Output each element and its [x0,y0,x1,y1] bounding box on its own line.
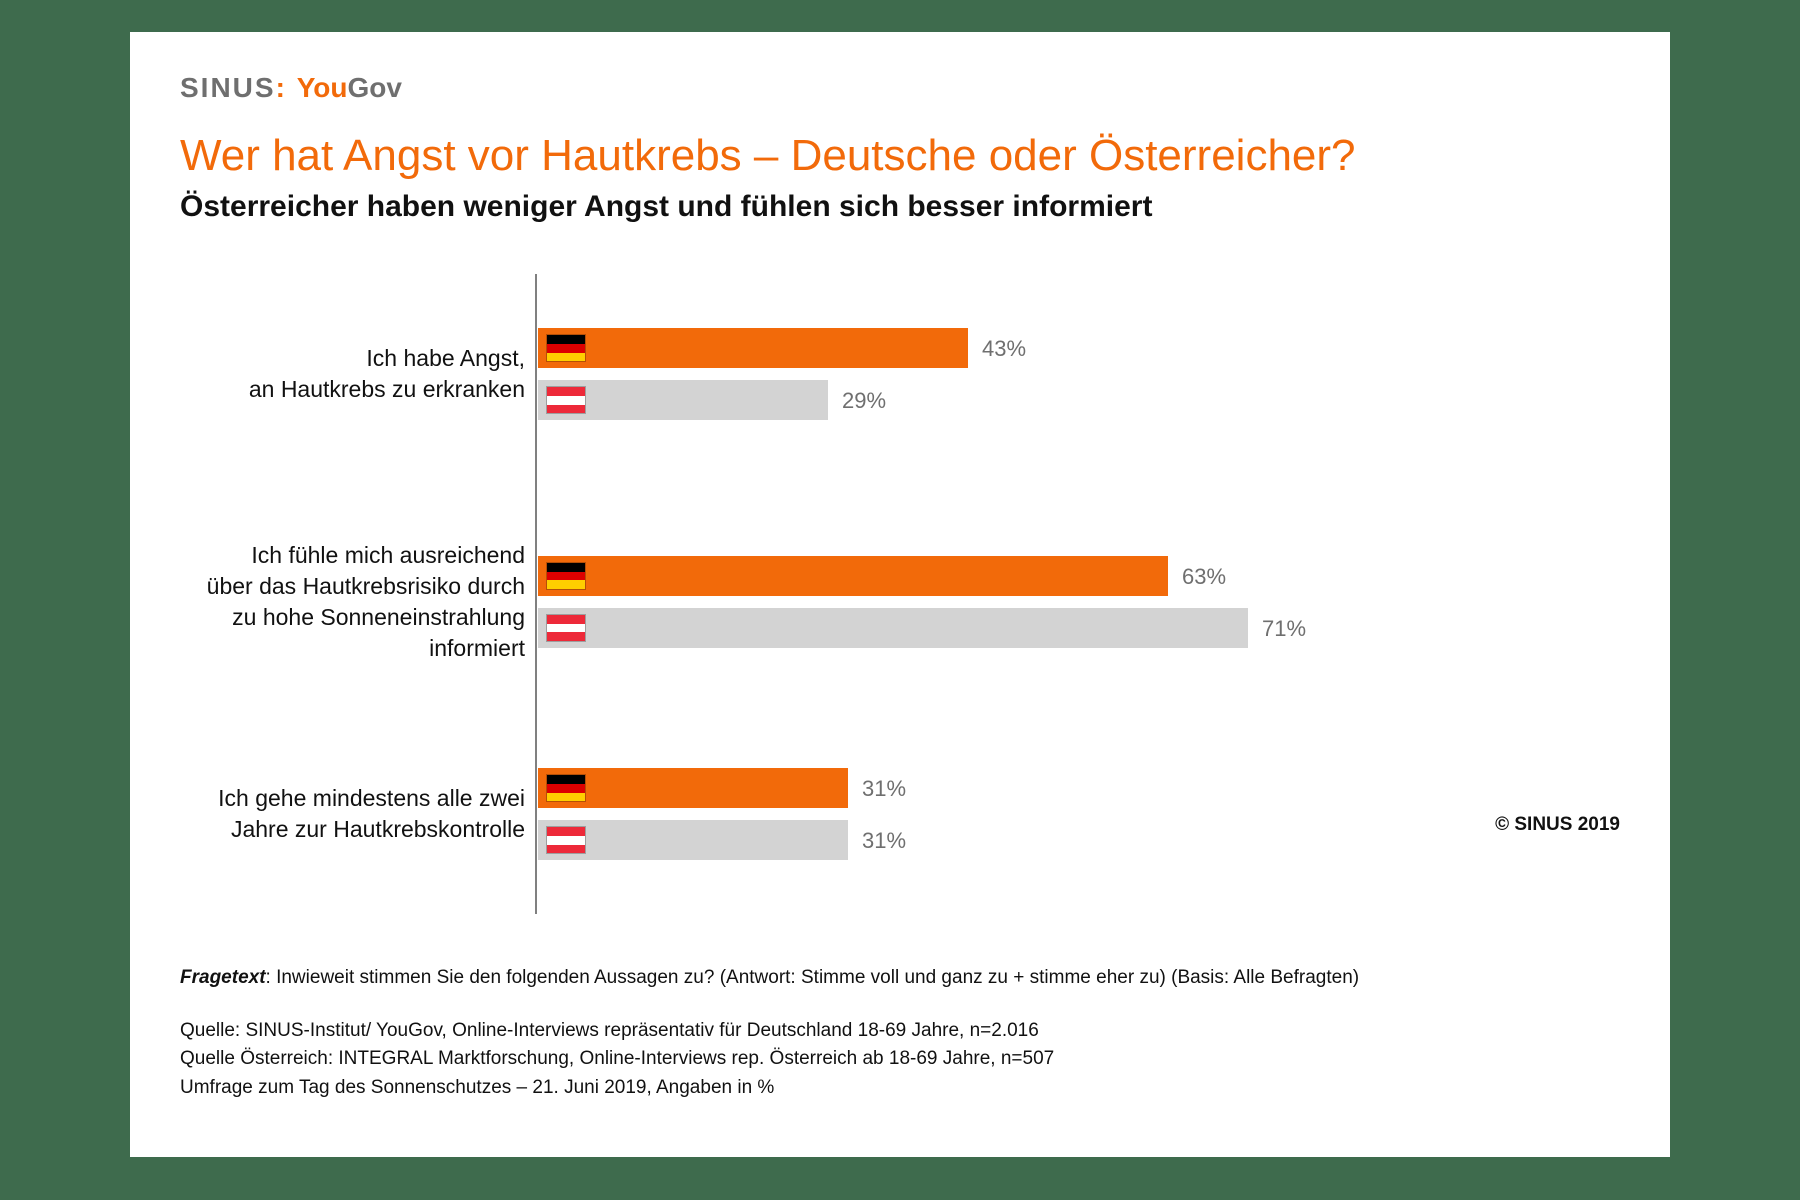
bar-group: Ich habe Angst,an Hautkrebs zu erkranken… [190,314,1620,434]
germany-flag-icon [546,334,586,362]
bar-value: 31% [862,828,906,854]
bar-austria [538,608,1248,648]
bar-value: 71% [1262,616,1306,642]
bar-group: Ich fühle mich ausreichendüber das Hautk… [190,514,1620,689]
brand-colon: : [276,72,287,103]
question-line: Fragetext: Inwieweit stimmen Sie den fol… [180,964,1620,993]
chart-subtitle: Österreicher haben weniger Angst und füh… [180,190,1620,224]
group-bars: 63% 71% [538,556,1620,648]
bar-value: 29% [842,388,886,414]
bar-austria [538,820,848,860]
austria-flag-icon [546,386,586,414]
austria-flag-icon [546,614,586,642]
bar-austria [538,380,828,420]
bar-group: Ich gehe mindestens alle zweiJahre zur H… [190,754,1620,874]
bar-germany [538,328,968,368]
germany-flag-icon [546,774,586,802]
brand-logo: SINUS: YouGov [180,72,1620,104]
bar-value: 63% [1182,564,1226,590]
austria-flag-icon [546,826,586,854]
group-bars: 43% 29% [538,328,1620,420]
source-line: Quelle: SINUS-Institut/ YouGov, Online-I… [180,1017,1620,1046]
group-label: Ich habe Angst,an Hautkrebs zu erkranken [180,343,525,405]
chart-area: Ich habe Angst,an Hautkrebs zu erkranken… [190,274,1620,914]
chart-card: SINUS: YouGov Wer hat Angst vor Hautkreb… [130,32,1670,1157]
copyright-text: © SINUS 2019 [1495,814,1620,836]
brand-yougov: YouGov [297,72,402,103]
germany-flag-icon [546,562,586,590]
bar-value: 43% [982,336,1026,362]
chart-title: Wer hat Angst vor Hautkrebs – Deutsche o… [180,132,1620,180]
source-line: Quelle Österreich: INTEGRAL Marktforschu… [180,1045,1620,1074]
group-label: Ich gehe mindestens alle zweiJahre zur H… [180,783,525,845]
bar-germany [538,768,848,808]
brand-sinus: SINUS [180,72,276,103]
footer-area: Fragetext: Inwieweit stimmen Sie den fol… [180,964,1620,1102]
group-bars: 31% 31% [538,768,1620,860]
question-label: Fragetext [180,967,266,988]
bar-germany [538,556,1168,596]
bar-value: 31% [862,776,906,802]
group-label: Ich fühle mich ausreichendüber das Hautk… [180,540,525,664]
question-text: : Inwieweit stimmen Sie den folgenden Au… [266,967,1360,988]
source-line: Umfrage zum Tag des Sonnenschutzes – 21.… [180,1074,1620,1103]
